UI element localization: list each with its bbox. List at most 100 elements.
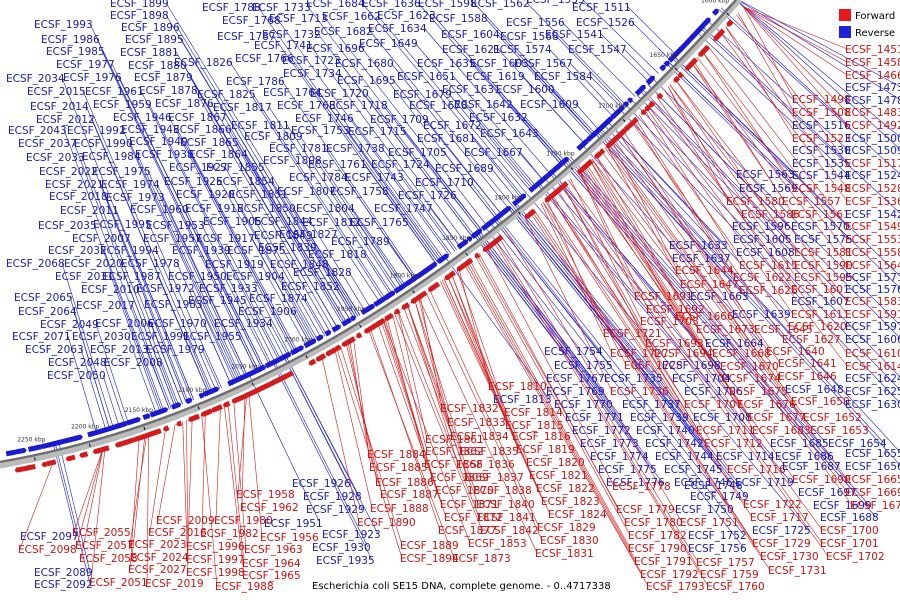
reverse-gene-label[interactable]: ECSF_1767 bbox=[546, 373, 605, 385]
reverse-gene-label[interactable]: ECSF_1723 bbox=[282, 55, 341, 67]
forward-gene-label[interactable]: ECSF_1816 bbox=[512, 431, 571, 443]
reverse-gene-label[interactable]: ECSF_1905 bbox=[203, 216, 262, 228]
forward-gene-label[interactable]: ECSF_1997 bbox=[186, 554, 245, 566]
reverse-gene-label[interactable]: ECSF_1764 bbox=[263, 87, 322, 99]
forward-gene-label[interactable]: ECSF_1832 bbox=[440, 403, 499, 415]
reverse-gene-label[interactable]: ECSF_1704 bbox=[672, 373, 731, 385]
forward-gene-label[interactable]: ECSF_1760 bbox=[706, 581, 765, 593]
reverse-gene-label[interactable]: ECSF_1686 bbox=[775, 451, 834, 463]
reverse-gene-label[interactable]: ECSF_1687 bbox=[782, 461, 841, 473]
forward-gene-label[interactable]: ECSF_1791 bbox=[634, 556, 693, 568]
forward-gene-label[interactable]: ECSF_1711 bbox=[696, 425, 755, 437]
forward-gene-label[interactable]: ECSF_1557 bbox=[782, 196, 841, 208]
reverse-gene-label[interactable]: ECSF_1570 bbox=[791, 221, 850, 233]
reverse-gene-label[interactable]: ECSF_1811 bbox=[231, 120, 290, 132]
reverse-gene-label[interactable]: ECSF_1654 bbox=[828, 438, 887, 450]
forward-gene-label[interactable]: ECSF_1498 bbox=[792, 94, 851, 106]
reverse-gene-label[interactable]: ECSF_1946 bbox=[113, 112, 172, 124]
reverse-gene-label[interactable]: ECSF_1983 bbox=[144, 299, 203, 311]
reverse-gene-label[interactable]: ECSF_1619 bbox=[466, 71, 525, 83]
reverse-gene-label[interactable]: ECSF_1478 bbox=[845, 95, 900, 107]
forward-gene-label[interactable]: ECSF_1492 bbox=[845, 120, 900, 132]
reverse-gene-label[interactable]: ECSF_1848 bbox=[270, 259, 329, 271]
forward-gene-label[interactable]: ECSF_1988 bbox=[215, 581, 274, 593]
forward-gene-label[interactable]: ECSF_1842 bbox=[480, 525, 539, 537]
reverse-gene-label[interactable]: ECSF_2049 bbox=[40, 319, 99, 331]
reverse-gene-label[interactable]: ECSF_1765 bbox=[350, 217, 409, 229]
forward-gene-label[interactable]: ECSF_1819 bbox=[516, 444, 575, 456]
reverse-gene-label[interactable]: ECSF_1775 bbox=[598, 464, 657, 476]
forward-gene-label[interactable]: ECSF_1646 bbox=[778, 371, 837, 383]
reverse-gene-label[interactable]: ECSF_2030 bbox=[72, 331, 131, 343]
reverse-gene-label[interactable]: ECSF_1542 bbox=[845, 209, 900, 221]
reverse-gene-label[interactable]: ECSF_1696 bbox=[306, 43, 365, 55]
forward-gene-label[interactable]: ECSF_1730 bbox=[760, 551, 819, 563]
reverse-gene-label[interactable]: ECSF_1609 bbox=[520, 99, 579, 111]
reverse-gene-label[interactable]: ECSF_1867 bbox=[168, 112, 227, 124]
reverse-gene-label[interactable]: ECSF_1879 bbox=[134, 72, 193, 84]
reverse-gene-label[interactable]: ECSF_1990 bbox=[74, 138, 133, 150]
reverse-gene-label[interactable]: ECSF_1786 bbox=[226, 76, 285, 88]
reverse-gene-label[interactable]: ECSF_2018 bbox=[49, 191, 108, 203]
forward-gene-label[interactable]: ECSF_1962 bbox=[240, 502, 299, 514]
reverse-gene-label[interactable]: ECSF_1697 bbox=[798, 487, 857, 499]
reverse-gene-label[interactable]: ECSF_1649 bbox=[359, 38, 418, 50]
reverse-gene-label[interactable]: ECSF_1607 bbox=[791, 296, 850, 308]
reverse-gene-label[interactable]: ECSF_1705 bbox=[388, 147, 447, 159]
forward-gene-label[interactable]: ECSF_1703 bbox=[640, 316, 699, 328]
reverse-gene-label[interactable]: ECSF_2011 bbox=[60, 205, 119, 217]
forward-gene-label[interactable]: ECSF_1779 bbox=[616, 504, 675, 516]
reverse-gene-label[interactable]: ECSF_1588 bbox=[429, 13, 488, 25]
reverse-gene-label[interactable]: ECSF_1896 bbox=[121, 22, 180, 34]
reverse-gene-label[interactable]: ECSF_1881 bbox=[120, 47, 179, 59]
reverse-gene-label[interactable]: ECSF_1768 bbox=[222, 15, 281, 27]
forward-gene-label[interactable]: ECSF_2023 bbox=[128, 539, 187, 551]
forward-gene-label[interactable]: ECSF_1838 bbox=[473, 485, 532, 497]
forward-gene-label[interactable]: ECSF_1595 bbox=[794, 272, 853, 284]
reverse-gene-label[interactable]: ECSF_1713 bbox=[269, 13, 328, 25]
forward-gene-label[interactable]: ECSF_1757 bbox=[696, 557, 755, 569]
forward-gene-label[interactable]: ECSF_1861 bbox=[425, 434, 484, 446]
reverse-gene-label[interactable]: ECSF_1978 bbox=[121, 258, 180, 270]
forward-gene-label[interactable]: ECSF_2057 bbox=[75, 540, 134, 552]
forward-gene-label[interactable]: ECSF_1736 bbox=[610, 386, 669, 398]
reverse-gene-label[interactable]: ECSF_1758 bbox=[330, 186, 389, 198]
forward-gene-label[interactable]: ECSF_1586 bbox=[741, 209, 800, 221]
forward-gene-label[interactable]: ECSF_1692 bbox=[646, 304, 705, 316]
reverse-gene-label[interactable]: ECSF_1624 bbox=[845, 373, 900, 385]
reverse-gene-label[interactable]: ECSF_1605 bbox=[733, 234, 792, 246]
reverse-gene-label[interactable]: ECSF_1746 bbox=[674, 477, 733, 489]
forward-gene-label[interactable]: ECSF_1675 bbox=[729, 386, 788, 398]
reverse-gene-label[interactable]: ECSF_1789 bbox=[331, 236, 390, 248]
reverse-gene-label[interactable]: ECSF_1975 bbox=[92, 166, 151, 178]
reverse-gene-label[interactable]: ECSF_1828 bbox=[293, 267, 352, 279]
forward-gene-label[interactable]: ECSF_1580 bbox=[726, 196, 785, 208]
forward-gene-label[interactable]: ECSF_1834 bbox=[450, 431, 509, 443]
reverse-gene-label[interactable]: ECSF_1755 bbox=[554, 360, 613, 372]
forward-gene-label[interactable]: ECSF_1615 bbox=[739, 260, 798, 272]
reverse-gene-label[interactable]: ECSF_2006 bbox=[95, 318, 154, 330]
reverse-gene-label[interactable]: ECSF_2063 bbox=[25, 344, 84, 356]
reverse-gene-label[interactable]: ECSF_2033 bbox=[26, 152, 85, 164]
forward-gene-label[interactable]: ECSF_1640 bbox=[766, 346, 825, 358]
forward-gene-label[interactable]: ECSF_1888 bbox=[370, 503, 429, 515]
reverse-gene-label[interactable]: ECSF_1639 bbox=[732, 309, 791, 321]
reverse-gene-label[interactable]: ECSF_1970 bbox=[148, 318, 207, 330]
reverse-gene-label[interactable]: ECSF_1826 bbox=[174, 57, 233, 69]
reverse-gene-label[interactable]: ECSF_1851 bbox=[229, 189, 288, 201]
reverse-gene-label[interactable]: ECSF_1740 bbox=[636, 425, 695, 437]
reverse-gene-label[interactable]: ECSF_1695 bbox=[337, 75, 396, 87]
forward-gene-label[interactable]: ECSF_1641 bbox=[778, 358, 837, 370]
reverse-gene-label[interactable]: ECSF_1533 bbox=[526, 0, 585, 6]
reverse-gene-label[interactable]: ECSF_1746 bbox=[295, 113, 354, 125]
reverse-gene-label[interactable]: ECSF_2092 bbox=[34, 579, 93, 591]
reverse-gene-label[interactable]: ECSF_1752 bbox=[688, 530, 747, 542]
reverse-gene-label[interactable]: ECSF_2089 bbox=[34, 567, 93, 579]
reverse-gene-label[interactable]: ECSF_2068 bbox=[6, 258, 65, 270]
forward-gene-label[interactable]: ECSF_1884 bbox=[367, 449, 426, 461]
forward-gene-label[interactable]: ECSF_1645 bbox=[754, 324, 813, 336]
reverse-gene-label[interactable]: ECSF_1635 bbox=[417, 58, 476, 70]
forward-gene-label[interactable]: ECSF_1466 bbox=[845, 70, 900, 82]
forward-gene-label[interactable]: ECSF_1982 bbox=[200, 528, 259, 540]
reverse-gene-label[interactable]: ECSF_2020 bbox=[64, 258, 123, 270]
